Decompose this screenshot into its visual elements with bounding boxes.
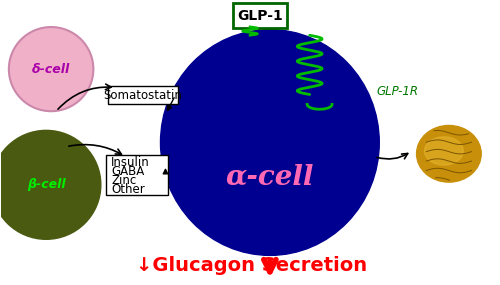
- Text: GABA: GABA: [112, 165, 144, 178]
- Text: α-cell: α-cell: [226, 163, 314, 190]
- FancyBboxPatch shape: [232, 3, 287, 28]
- Text: Other: Other: [112, 183, 145, 196]
- Text: ↓Glucagon Secretion: ↓Glucagon Secretion: [136, 256, 367, 275]
- Text: Zinc: Zinc: [112, 174, 136, 187]
- Ellipse shape: [416, 125, 481, 182]
- Text: β-cell: β-cell: [27, 178, 66, 191]
- Text: GLP-1: GLP-1: [237, 9, 283, 23]
- Text: Insulin: Insulin: [112, 156, 150, 169]
- Ellipse shape: [160, 30, 380, 255]
- Ellipse shape: [424, 137, 464, 165]
- Text: Somatostatin: Somatostatin: [104, 89, 182, 102]
- FancyBboxPatch shape: [106, 155, 168, 195]
- Ellipse shape: [9, 27, 94, 111]
- FancyBboxPatch shape: [108, 86, 178, 104]
- Ellipse shape: [0, 130, 101, 239]
- Text: GLP-1R: GLP-1R: [377, 85, 419, 98]
- Text: δ-cell: δ-cell: [32, 63, 70, 76]
